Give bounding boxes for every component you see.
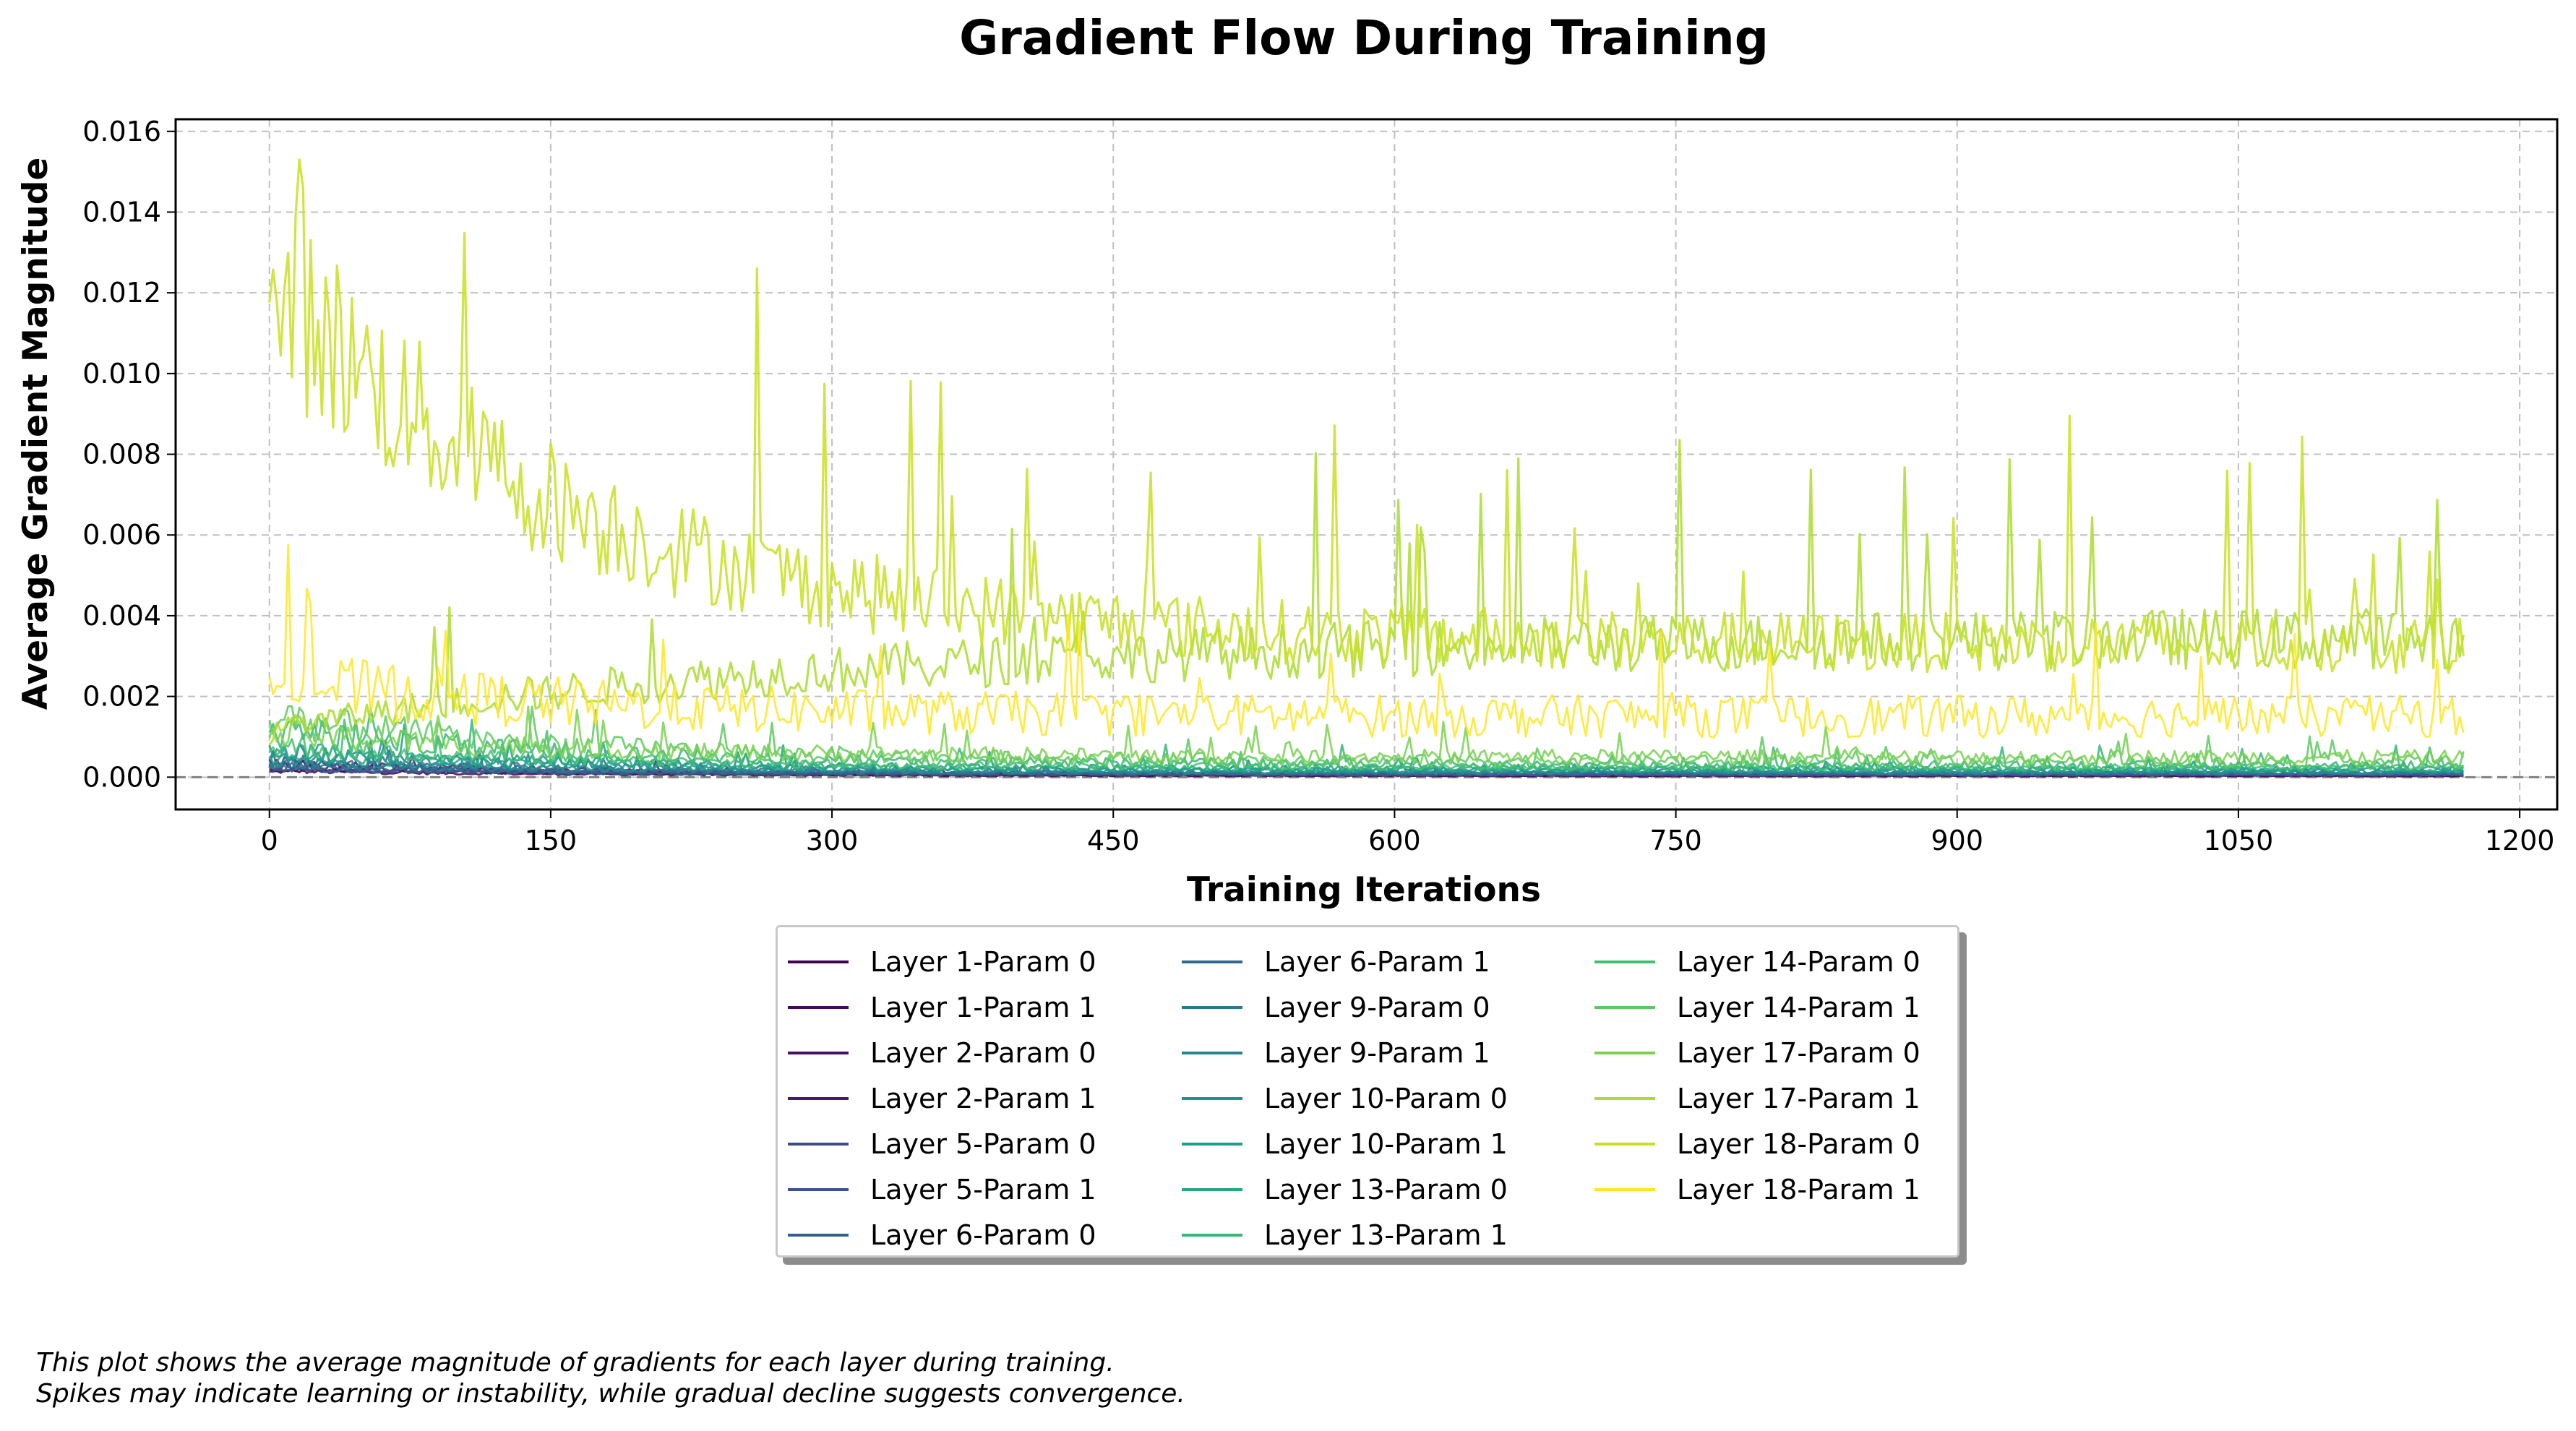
y-tick-label: 0.000 <box>82 761 161 793</box>
x-tick-label: 600 <box>1368 825 1421 856</box>
legend-label: Layer 2-Param 0 <box>870 1036 1096 1069</box>
legend-item: Layer 2-Param 1 <box>788 1075 1096 1121</box>
legend-label: Layer 18-Param 0 <box>1677 1127 1920 1160</box>
series-line-7 <box>268 762 2464 777</box>
legend-item: Layer 18-Param 1 <box>1594 1166 1920 1212</box>
legend-swatch <box>788 1187 849 1191</box>
chart-legend: Layer 1-Param 0 Layer 1-Param 1 Layer 2-Pa… <box>776 925 1959 1258</box>
legend-item: Layer 6-Param 1 <box>1182 939 1508 984</box>
y-axis-ticks: 0.000 0.002 0.004 0.006 0.008 0.010 0.012 0.014… <box>82 116 176 793</box>
legend-item: Layer 5-Param 1 <box>788 1166 1096 1212</box>
x-tick-label: 0 <box>261 825 278 856</box>
legend-column-2: Layer 6-Param 1 Layer 9-Param 0 Layer 9-Pa… <box>1182 939 1508 1258</box>
legend-label: Layer 6-Param 1 <box>1264 945 1490 978</box>
legend-item: Layer 1-Param 0 <box>788 939 1096 984</box>
legend-column-1: Layer 1-Param 0 Layer 1-Param 1 Layer 2-Pa… <box>788 939 1096 1258</box>
legend-label: Layer 5-Param 0 <box>870 1127 1096 1160</box>
x-tick-label: 150 <box>525 825 578 856</box>
x-axis-label: Training Iterations <box>1187 870 1541 910</box>
legend-swatch <box>788 1233 849 1237</box>
x-axis-ticks: 0 150 300 450 600 750 900 1050 1200 <box>261 809 2555 856</box>
legend-label: Layer 1-Param 1 <box>870 991 1096 1023</box>
legend-swatch <box>1594 1142 1655 1146</box>
y-axis-label: Average Gradient Magnitude <box>16 158 56 710</box>
legend-column-3: Layer 14-Param 0 Layer 14-Param 1 Layer 17… <box>1594 939 1920 1212</box>
legend-label: Layer 6-Param 0 <box>870 1219 1096 1251</box>
legend-item: Layer 17-Param 0 <box>1594 1030 1920 1075</box>
legend-item: Layer 14-Param 1 <box>1594 984 1920 1030</box>
legend-swatch <box>1182 1051 1242 1054</box>
legend-item: Layer 5-Param 0 <box>788 1121 1096 1166</box>
legend-label: Layer 14-Param 0 <box>1677 945 1920 978</box>
legend-label: Layer 10-Param 0 <box>1264 1082 1508 1114</box>
legend-swatch <box>788 960 849 963</box>
legend-item: Layer 6-Param 0 <box>788 1212 1096 1258</box>
legend-label: Layer 17-Param 1 <box>1677 1082 1920 1114</box>
legend-label: Layer 17-Param 0 <box>1677 1036 1920 1069</box>
legend-swatch <box>788 1051 849 1054</box>
y-tick-label: 0.016 <box>82 116 161 147</box>
footnote-line-1: This plot shows the average magnitude of… <box>36 1348 1115 1378</box>
x-tick-label: 300 <box>806 825 859 856</box>
legend-label: Layer 14-Param 1 <box>1677 991 1920 1023</box>
series-line-17 <box>268 705 2465 765</box>
x-tick-label: 900 <box>1931 825 1983 856</box>
chart-title: Gradient Flow During Training <box>959 10 1769 66</box>
legend-label: Layer 18-Param 1 <box>1677 1173 1920 1206</box>
legend-swatch <box>788 1096 849 1100</box>
legend-label: Layer 5-Param 1 <box>870 1173 1096 1206</box>
legend-label: Layer 1-Param 0 <box>870 945 1096 978</box>
y-tick-label: 0.002 <box>82 681 161 713</box>
footnote-line-2: Spikes may indicate learning or instabil… <box>36 1379 1185 1409</box>
legend-item: Layer 9-Param 0 <box>1182 984 1508 1030</box>
legend-item: Layer 14-Param 0 <box>1594 939 1920 984</box>
legend-swatch <box>1594 1005 1655 1009</box>
series-line-14 <box>268 707 2465 770</box>
x-tick-label: 1050 <box>2204 825 2274 856</box>
legend-swatch <box>1182 1233 1242 1237</box>
plot-frame <box>174 118 2559 811</box>
y-tick-label: 0.004 <box>82 600 161 632</box>
x-tick-label: 750 <box>1649 825 1702 856</box>
legend-label: Layer 2-Param 1 <box>870 1082 1096 1114</box>
y-tick-label: 0.012 <box>82 277 161 309</box>
legend-swatch <box>1594 1187 1655 1191</box>
legend-label: Layer 9-Param 0 <box>1264 991 1490 1023</box>
legend-item: Layer 2-Param 0 <box>788 1030 1096 1075</box>
legend-label: Layer 13-Param 1 <box>1264 1219 1508 1251</box>
legend-item: Layer 13-Param 1 <box>1182 1212 1508 1258</box>
legend-swatch <box>788 1005 849 1009</box>
legend-swatch <box>1182 1005 1242 1009</box>
legend-label: Layer 9-Param 1 <box>1264 1036 1490 1069</box>
legend-item: Layer 13-Param 0 <box>1182 1166 1508 1212</box>
y-tick-label: 0.008 <box>82 439 161 470</box>
series-line-15 <box>268 718 2465 772</box>
legend-swatch <box>788 1142 849 1146</box>
legend-swatch <box>1182 1096 1242 1100</box>
legend-label: Layer 13-Param 0 <box>1264 1173 1508 1206</box>
legend-item: Layer 10-Param 0 <box>1182 1075 1508 1121</box>
x-tick-label: 450 <box>1087 825 1140 856</box>
legend-swatch <box>1182 1142 1242 1146</box>
y-tick-label: 0.010 <box>82 358 161 390</box>
legend-item: Layer 1-Param 1 <box>788 984 1096 1030</box>
legend-item: Layer 17-Param 1 <box>1594 1075 1920 1121</box>
y-tick-label: 0.014 <box>82 196 161 228</box>
grid-lines <box>176 119 2557 809</box>
legend-swatch <box>1182 1187 1242 1191</box>
legend-swatch <box>1594 960 1655 963</box>
legend-item: Layer 10-Param 1 <box>1182 1121 1508 1166</box>
legend-swatch <box>1594 1096 1655 1100</box>
series-line-19 <box>268 158 2465 674</box>
series-line-20 <box>268 543 2465 739</box>
legend-item: Layer 18-Param 0 <box>1594 1121 1920 1166</box>
series-lines <box>268 158 2465 778</box>
legend-item: Layer 9-Param 1 <box>1182 1030 1508 1075</box>
legend-swatch <box>1182 960 1242 963</box>
y-tick-label: 0.006 <box>82 519 161 551</box>
legend-swatch <box>1594 1051 1655 1054</box>
legend-label: Layer 10-Param 1 <box>1264 1127 1508 1160</box>
x-tick-label: 1200 <box>2485 825 2555 856</box>
